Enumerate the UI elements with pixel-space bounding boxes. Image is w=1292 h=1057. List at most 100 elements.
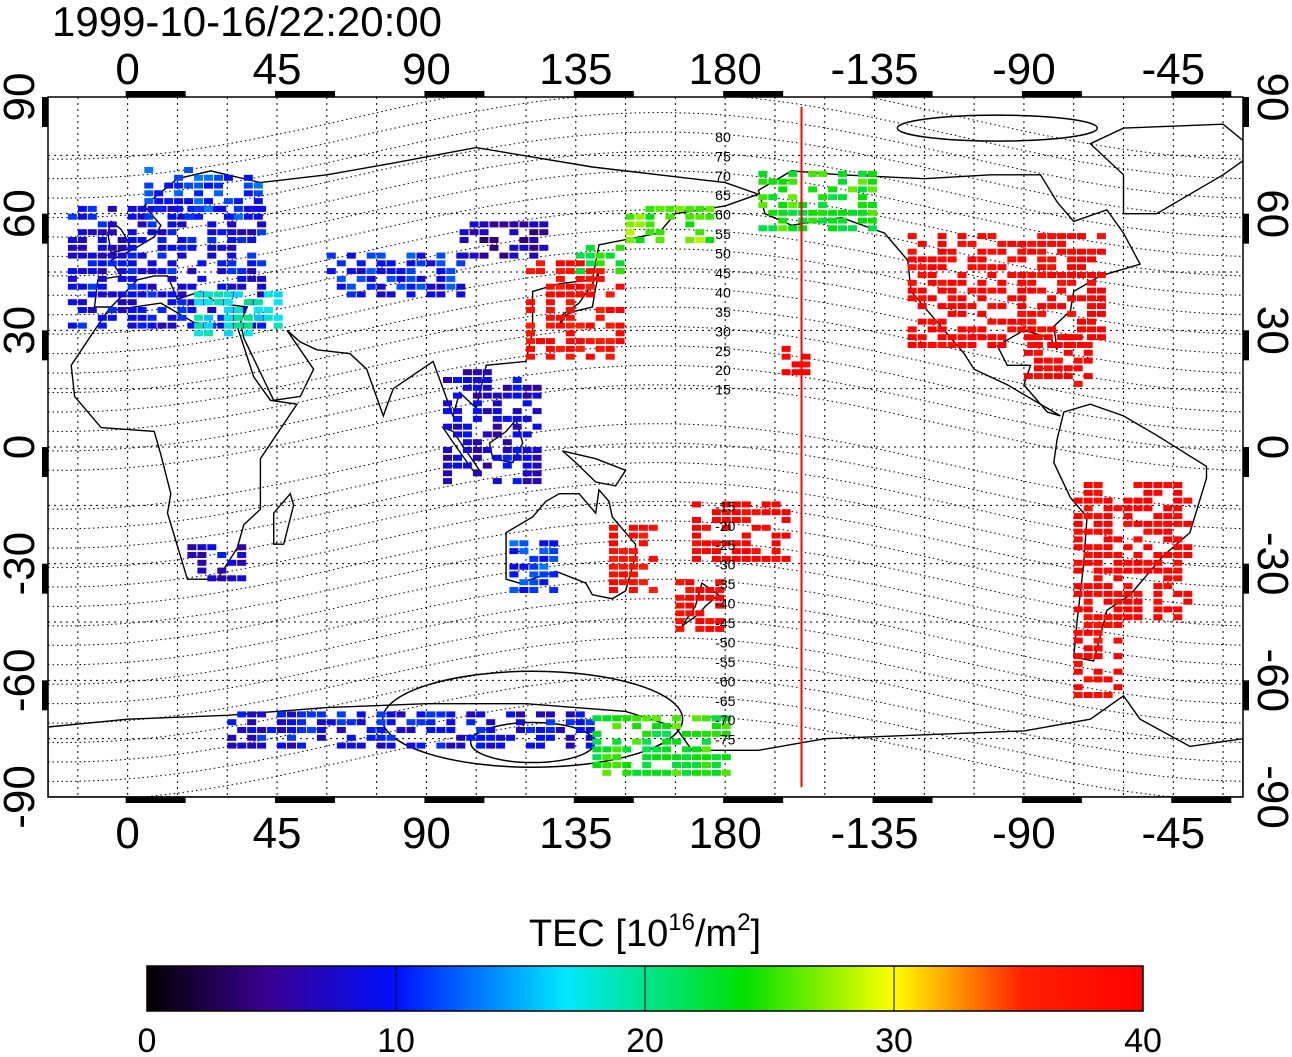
tec-cell (1123, 520, 1133, 527)
tec-cell (509, 587, 519, 593)
lon-tick-label: 180 (688, 809, 761, 858)
tec-cell (519, 244, 529, 251)
tec-cell (1053, 357, 1063, 364)
tec-cell (692, 524, 701, 531)
tec-cell (967, 264, 977, 271)
tec-cell (154, 198, 164, 205)
tec-cell (539, 563, 549, 570)
tec-cell (1037, 272, 1047, 278)
tec-cell (977, 334, 987, 341)
tec-cell (316, 734, 326, 741)
tec-cell (1027, 287, 1037, 294)
tec-cell (652, 754, 662, 761)
coastline-madagascar (273, 492, 295, 545)
tec-cell (526, 307, 535, 313)
tec-cell (443, 400, 452, 407)
tec-cell (436, 260, 446, 267)
tec-cell (227, 719, 237, 726)
tec-cell (555, 322, 565, 329)
tec-cell (496, 734, 506, 741)
frame-bar-right (1243, 680, 1249, 711)
tec-cell (701, 730, 711, 737)
tec-cell (253, 190, 263, 197)
tec-cell (1083, 489, 1093, 496)
tec-cell (446, 742, 456, 749)
tec-cell (1073, 365, 1083, 372)
tec-cell (233, 205, 243, 212)
lon-tick-label: 90 (402, 809, 451, 858)
tec-cell (791, 361, 801, 368)
tec-cell (778, 202, 788, 208)
tec-cell (167, 205, 177, 212)
tec-cell (223, 330, 233, 337)
tec-cell (867, 202, 877, 208)
tec-cell (253, 205, 263, 212)
tec-cell (575, 291, 585, 298)
tec-cell (685, 205, 695, 212)
tec-cell (781, 517, 791, 523)
tec-cell (1067, 272, 1077, 278)
tec-cell (565, 338, 575, 345)
tec-cell (682, 746, 691, 753)
tec-cell (443, 423, 452, 430)
tec-cell (977, 233, 987, 240)
tec-cell (1093, 637, 1103, 644)
tec-cell (1057, 334, 1067, 341)
tec-cell (247, 727, 257, 733)
tec-cell (565, 291, 575, 298)
tec-cell (406, 268, 416, 275)
tec-cell (462, 377, 472, 383)
tec-cell (366, 268, 376, 275)
tec-cell (396, 275, 406, 282)
tec-cell (632, 715, 642, 722)
tec-cell (197, 552, 207, 558)
map-title: 1999-10-16/22:20:00 (52, 0, 442, 45)
tec-cell (788, 209, 798, 216)
tec-cell (67, 322, 77, 329)
tec-cell (778, 225, 788, 232)
tec-cell (137, 314, 147, 321)
tec-cell (602, 715, 612, 722)
tec-cell (107, 205, 117, 212)
tec-cell (157, 237, 167, 243)
tec-cell (177, 283, 187, 290)
tec-cell (628, 532, 638, 539)
tec-cell (585, 268, 595, 275)
tec-cell (555, 291, 565, 298)
tec-cell (1027, 272, 1037, 278)
tec-cell (233, 307, 243, 313)
tec-cell (496, 742, 506, 749)
tec-cell (1163, 520, 1173, 527)
tec-cell (665, 213, 675, 220)
tec-cell (615, 268, 625, 275)
tec-cell (545, 345, 555, 352)
tec-cell (167, 229, 177, 236)
tec-cell (778, 186, 788, 193)
tec-cell (977, 264, 987, 271)
frame-tick-bars (42, 91, 1249, 803)
tec-cell (987, 318, 997, 325)
tec-cell (1096, 303, 1106, 310)
tec-cell (1033, 334, 1043, 341)
lon-tick-label: 0 (115, 809, 139, 858)
tec-cell (406, 727, 416, 733)
tec-cell (443, 447, 452, 453)
tec-cell (545, 314, 555, 321)
tec-cell (1087, 310, 1096, 317)
tec-cell (1103, 598, 1113, 605)
tec-cell (1067, 248, 1077, 255)
tec-cell (386, 734, 396, 741)
tec-cell (1183, 590, 1193, 597)
tec-cell (406, 252, 416, 259)
tec-cell (247, 260, 257, 267)
tec-cell (187, 299, 197, 306)
tec-cell (482, 462, 492, 469)
tec-cell (536, 711, 545, 718)
tec-cell (1173, 575, 1183, 582)
tec-cell (469, 252, 479, 259)
frame-bar-right (1243, 330, 1249, 361)
coastline-africa (70, 302, 299, 580)
tec-cell (1083, 505, 1093, 512)
magnetic-contour (48, 384, 1243, 471)
tec-cell (957, 279, 967, 286)
